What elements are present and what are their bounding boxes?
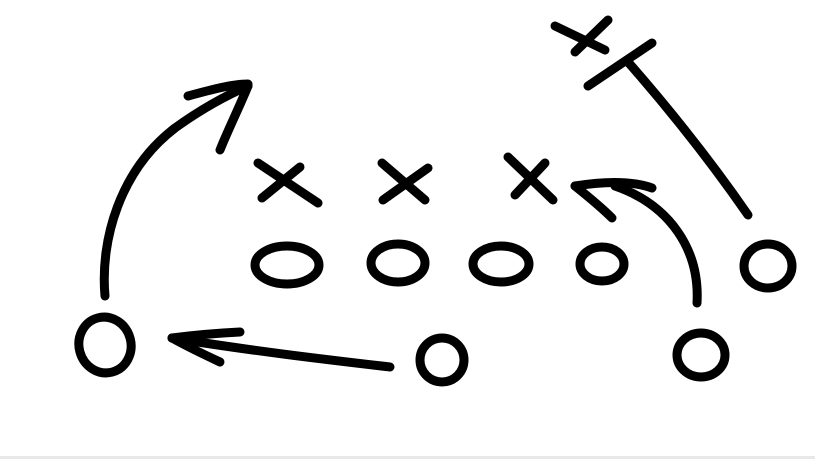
receiver-left-route-arrow	[99, 79, 253, 301]
defender-left-x	[253, 158, 323, 208]
back-right-curl-arrow	[570, 178, 702, 308]
lineman-3-o	[468, 241, 534, 287]
quarterback-o	[415, 333, 469, 387]
lineman-1-o	[250, 241, 324, 289]
defender-right-x	[503, 152, 558, 205]
quarterback-pass-arrow	[167, 327, 395, 372]
receiver-right-end-block-line	[623, 57, 753, 220]
receiver-left-o	[74, 312, 136, 378]
lineman-2-o	[366, 239, 430, 287]
back-right-o	[672, 328, 730, 382]
bottom-divider	[0, 456, 815, 459]
receiver-right-end-o	[739, 239, 797, 293]
defender-deep-right-x	[550, 15, 657, 91]
lineman-4-o	[575, 242, 629, 286]
defender-middle-x	[377, 158, 433, 205]
